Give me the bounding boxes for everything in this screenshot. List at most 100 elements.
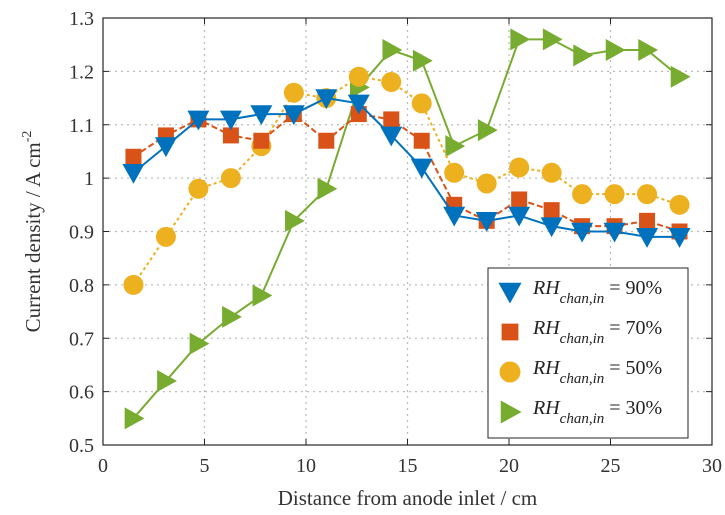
data-point — [252, 284, 273, 307]
data-point — [219, 110, 242, 131]
data-point — [383, 111, 400, 128]
data-point — [669, 194, 690, 215]
data-point — [283, 82, 304, 103]
legend-item: RHchan,in = 50% — [499, 357, 662, 387]
data-point — [410, 158, 433, 179]
data-point — [155, 226, 176, 247]
data-point — [411, 93, 432, 114]
y-tick-label: 0.8 — [69, 275, 94, 297]
data-point — [639, 212, 656, 229]
series-line — [132, 112, 680, 233]
y-tick-label: 1.3 — [69, 8, 94, 30]
data-point — [157, 369, 177, 392]
data-point — [124, 407, 145, 430]
data-point — [511, 191, 528, 208]
series-90-percent — [122, 89, 691, 248]
data-point — [125, 148, 142, 165]
y-axis-label-main: Current density / A cm — [21, 142, 45, 332]
data-point — [413, 132, 430, 149]
legend-label: RHchan,in = 90% — [532, 277, 662, 307]
data-point — [605, 39, 626, 62]
data-point — [444, 162, 465, 183]
data-point — [445, 135, 466, 158]
y-tick-label: 1 — [84, 168, 94, 190]
legend-marker — [500, 400, 522, 424]
data-point — [638, 39, 659, 62]
data-point — [477, 119, 498, 142]
series-70-percent — [125, 106, 688, 240]
data-point — [348, 66, 369, 87]
data-point — [380, 126, 403, 147]
data-point — [668, 228, 691, 248]
data-point — [542, 28, 563, 51]
legend-box — [487, 267, 689, 439]
series-line — [132, 97, 680, 238]
series-50-percent — [123, 66, 690, 295]
data-point — [154, 137, 177, 158]
x-tick-label: 15 — [398, 455, 418, 477]
y-tick-label: 1.2 — [69, 61, 94, 83]
legend-marker — [498, 282, 522, 304]
data-point — [443, 206, 466, 227]
legend-marker — [501, 323, 519, 341]
data-point — [123, 274, 144, 295]
data-point — [315, 89, 338, 110]
x-tick-label: 0 — [98, 455, 108, 477]
series-layer — [122, 28, 691, 430]
legend-item: RHchan,in = 70% — [501, 317, 662, 347]
data-point — [282, 105, 305, 126]
data-point — [475, 212, 498, 232]
data-point — [189, 332, 210, 355]
x-tick-label: 25 — [601, 455, 621, 477]
data-point — [541, 162, 562, 183]
data-point — [670, 65, 691, 88]
data-point — [222, 127, 239, 144]
legend-label: RHchan,in = 50% — [532, 357, 662, 387]
legend-label: RHchan,in = 30% — [532, 397, 662, 427]
x-tick-label: 20 — [499, 455, 519, 477]
x-tick-label: 10 — [296, 455, 316, 477]
data-point — [476, 173, 497, 194]
y-tick-label: 0.9 — [69, 222, 94, 244]
data-point — [188, 178, 209, 199]
x-axis-label: Distance from anode inlet / cm — [278, 486, 538, 510]
legend-item: RHchan,in = 30% — [500, 397, 662, 427]
legend-label: RHchan,in = 70% — [532, 317, 662, 347]
y-axis-label: Current density / A cm-2 — [20, 131, 45, 333]
data-point — [317, 177, 338, 200]
y-axis-label-superscript: -2 — [20, 131, 35, 143]
data-point — [603, 222, 626, 243]
data-point — [540, 217, 563, 238]
series-line — [132, 75, 680, 286]
data-point — [382, 39, 403, 62]
data-point — [637, 184, 658, 205]
y-tick-label: 0.5 — [69, 435, 94, 457]
data-point — [572, 184, 593, 205]
data-point — [543, 202, 560, 219]
data-point — [636, 228, 659, 248]
data-point — [220, 168, 241, 189]
data-point — [573, 44, 594, 67]
data-point — [509, 157, 530, 178]
data-point — [347, 94, 370, 115]
data-point — [285, 209, 305, 232]
data-point — [412, 49, 433, 72]
x-tick-label: 30 — [702, 455, 722, 477]
data-point — [571, 222, 594, 243]
data-point — [122, 163, 145, 184]
legend-marker — [499, 361, 521, 383]
data-point — [222, 305, 242, 328]
y-tick-label: 1.1 — [69, 115, 94, 137]
data-point — [253, 132, 270, 149]
data-point — [381, 72, 402, 93]
data-point — [318, 132, 335, 149]
tick-layer: 0 5 10 15 20 25 30 0.5 0.6 0.7 0.8 0.9 1 1.1 1.2 1.3 — [69, 8, 722, 477]
data-point — [508, 206, 531, 227]
y-tick-label: 0.7 — [69, 328, 94, 350]
legend-item: RHchan,in = 90% — [498, 277, 662, 307]
x-tick-label: 5 — [200, 455, 210, 477]
data-point — [604, 184, 625, 205]
data-point — [510, 28, 531, 51]
legend: RHchan,in = 90% RHchan,in = 70% RHchan,in = 5… — [487, 267, 689, 439]
